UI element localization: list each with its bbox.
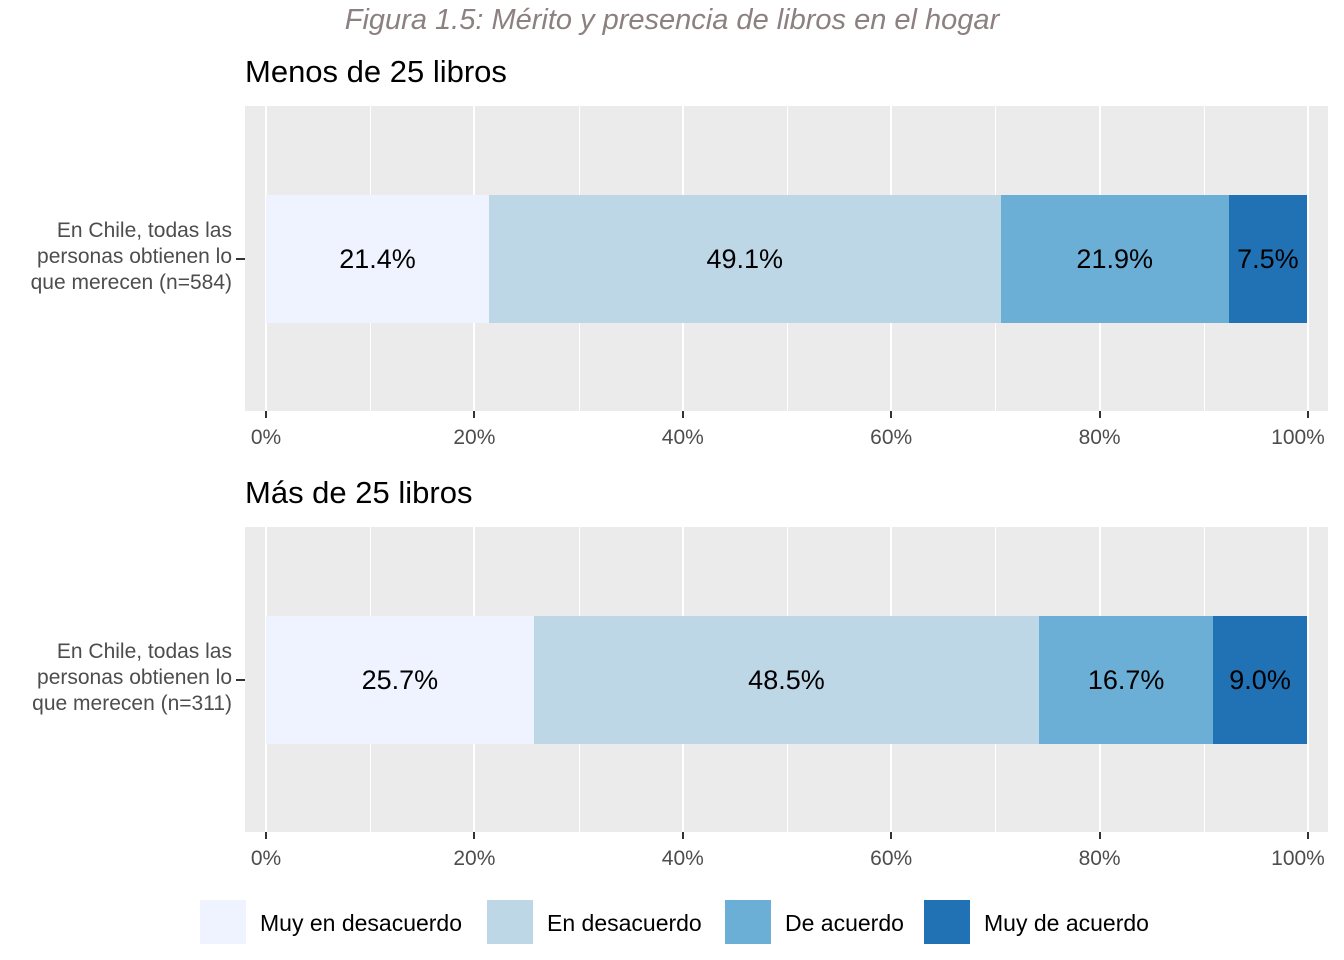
bar-segment-de-acuerdo xyxy=(1000,195,1229,323)
bar-segment-muy-en-desacuerdo xyxy=(266,195,489,323)
x-axis-tick xyxy=(890,832,893,839)
x-axis-tick-label: 80% xyxy=(1078,847,1121,870)
x-axis-tick-label: 20% xyxy=(453,847,496,870)
x-axis-tick-label: 60% xyxy=(870,847,913,870)
plot-panel: 25.7% 48.5% 16.7% 9.0% xyxy=(245,527,1328,832)
legend-label-muy-de-acuerdo: Muy de acuerdo xyxy=(984,910,1149,936)
data-label-muy-de-acuerdo: 7.5% xyxy=(1237,244,1299,274)
x-axis-tick xyxy=(265,411,267,418)
x-axis-tick-label: 0% xyxy=(250,426,282,449)
x-axis-tick xyxy=(265,832,267,839)
x-axis-tick xyxy=(890,411,893,418)
x-axis-tick xyxy=(681,411,684,418)
y-axis-category-line: personas obtienen lo xyxy=(37,245,232,268)
x-axis-tick xyxy=(681,832,684,839)
legend-key-de-acuerdo xyxy=(725,900,771,944)
figure-title: Figura 1.5: Mérito y presencia de libros… xyxy=(344,4,1000,36)
y-axis-category-line: personas obtienen lo xyxy=(37,666,232,689)
y-axis-category-line: En Chile, todas las xyxy=(56,219,232,242)
x-axis-tick-label: 20% xyxy=(453,426,496,449)
legend-key-muy-en-desacuerdo xyxy=(200,900,246,944)
x-axis-tick-label: 80% xyxy=(1078,426,1121,449)
x-axis-tick-label: 40% xyxy=(661,426,704,449)
x-axis-tick-label: 40% xyxy=(661,847,704,870)
x-axis-tick-label: 0% xyxy=(250,847,282,870)
x-axis-tick xyxy=(1098,411,1101,418)
data-label-de-acuerdo: 16.7% xyxy=(1087,665,1165,695)
y-axis-category-line: que merecen (n=311) xyxy=(32,692,232,715)
data-label-muy-en-desacuerdo: 25.7% xyxy=(361,665,439,695)
y-axis-category-line: que merecen (n=584) xyxy=(30,271,232,294)
y-axis-category-label: En Chile, todas las personas obtienen lo q… xyxy=(0,639,232,717)
legend-key-muy-de-acuerdo xyxy=(924,900,970,944)
gridline-major xyxy=(1307,527,1309,832)
panel-title: Más de 25 libros xyxy=(245,475,473,510)
gridline-major xyxy=(1307,106,1309,411)
data-label-de-acuerdo: 21.9% xyxy=(1076,244,1153,274)
legend-key-en-desacuerdo xyxy=(487,900,533,944)
y-axis-tick xyxy=(236,258,245,260)
legend-label-en-desacuerdo: En desacuerdo xyxy=(547,910,702,936)
data-label-muy-de-acuerdo: 9.0% xyxy=(1229,665,1291,695)
bar-segment-muy-de-acuerdo xyxy=(1228,195,1307,323)
y-axis-category-label: En Chile, todas las personas obtienen lo q… xyxy=(0,218,232,296)
data-label-en-desacuerdo: 49.1% xyxy=(706,244,784,274)
x-axis-tick xyxy=(1307,411,1309,418)
bar-segment-en-desacuerdo xyxy=(533,616,1040,744)
legend-label-de-acuerdo: De acuerdo xyxy=(785,910,904,936)
x-axis-tick xyxy=(1098,832,1101,839)
x-axis-tick xyxy=(473,832,476,839)
x-axis-tick-label: 100% xyxy=(1271,426,1325,449)
bar-segment-muy-de-acuerdo xyxy=(1213,616,1307,744)
bar-segment-en-desacuerdo xyxy=(488,195,1001,323)
x-axis-tick xyxy=(1307,832,1309,839)
y-axis-tick xyxy=(236,679,245,681)
x-axis-tick xyxy=(473,411,476,418)
data-label-muy-en-desacuerdo: 21.4% xyxy=(339,244,416,274)
x-axis-tick-label: 100% xyxy=(1271,847,1325,870)
plot-panel: 21.4% 49.1% 21.9% 7.5% xyxy=(245,106,1328,411)
bar-segment-de-acuerdo xyxy=(1039,616,1214,744)
panel-title: Menos de 25 libros xyxy=(245,54,507,89)
x-axis-tick-label: 60% xyxy=(870,426,913,449)
data-label-en-desacuerdo: 48.5% xyxy=(748,665,825,695)
bar-segment-muy-en-desacuerdo xyxy=(266,616,534,744)
legend-label-muy-en-desacuerdo: Muy en desacuerdo xyxy=(260,910,463,936)
y-axis-category-line: En Chile, todas las xyxy=(56,640,232,663)
